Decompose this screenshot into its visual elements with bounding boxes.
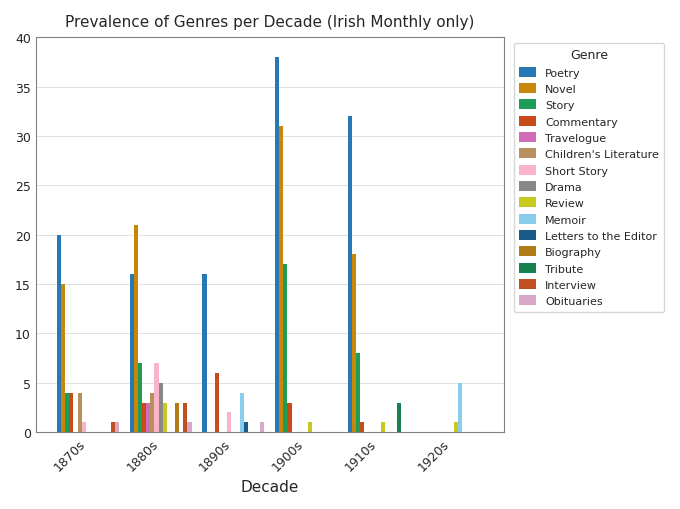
Bar (184, 403, 188, 433)
Bar (163, 403, 167, 433)
Bar (82, 422, 86, 433)
Legend: Poetry, Novel, Story, Commentary, Travelogue, Children's Literature, Short Story: Poetry, Novel, Story, Commentary, Travel… (514, 44, 664, 312)
Bar (154, 363, 158, 433)
Bar (260, 422, 265, 433)
Bar (458, 383, 462, 433)
Title: Prevalence of Genres per Decade (Irish Monthly only): Prevalence of Genres per Decade (Irish M… (65, 15, 475, 30)
Bar (288, 403, 292, 433)
Bar (348, 117, 352, 433)
Bar (142, 403, 146, 433)
X-axis label: Decade: Decade (241, 479, 299, 494)
Bar (243, 422, 248, 433)
Bar (78, 393, 82, 433)
Bar (69, 393, 73, 433)
Bar (65, 393, 69, 433)
Bar (158, 383, 163, 433)
Bar (138, 363, 142, 433)
Bar (215, 373, 219, 433)
Bar (57, 235, 61, 433)
Bar (279, 127, 284, 433)
Bar (284, 265, 288, 433)
Bar (454, 422, 458, 433)
Bar (397, 403, 401, 433)
Bar (356, 354, 360, 433)
Bar (134, 225, 138, 433)
Bar (308, 422, 312, 433)
Bar (175, 403, 179, 433)
Bar (360, 422, 364, 433)
Bar (227, 413, 231, 433)
Bar (146, 403, 150, 433)
Bar (111, 422, 115, 433)
Bar (352, 255, 356, 433)
Bar (239, 393, 243, 433)
Bar (61, 285, 65, 433)
Bar (275, 58, 279, 433)
Bar (130, 275, 134, 433)
Bar (381, 422, 385, 433)
Bar (150, 393, 154, 433)
Bar (203, 275, 207, 433)
Bar (188, 422, 192, 433)
Bar (115, 422, 119, 433)
